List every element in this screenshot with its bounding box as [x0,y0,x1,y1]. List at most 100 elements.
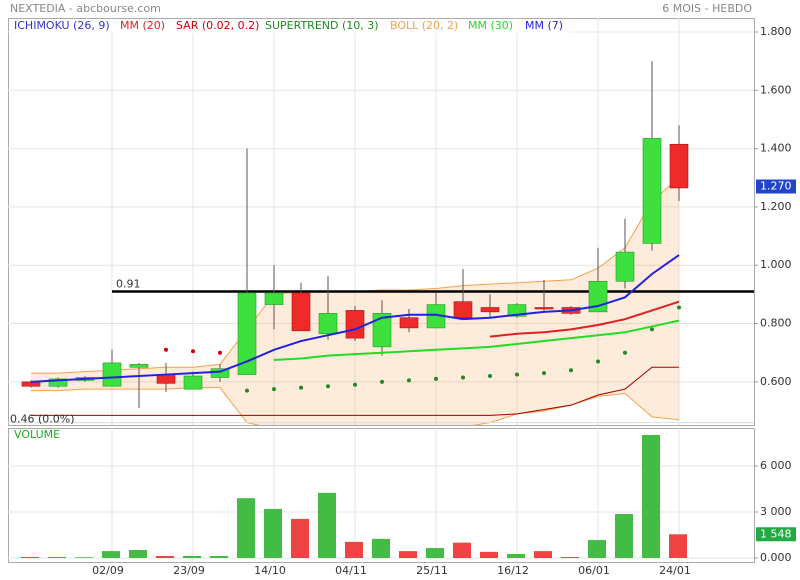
indicator-dot [488,374,492,379]
volume-title: VOLUME [14,428,60,441]
volume-bar [237,498,255,558]
indicator-dot [596,359,600,364]
y-tick-label: 0.000 [760,551,792,564]
candle-body [372,313,392,348]
volume-bar [318,492,336,558]
volume-bar [561,557,579,558]
legend-entry: ICHIMOKU (26, 9) [14,19,110,32]
indicator-dot [677,305,681,310]
legend-entry: SAR (0.02, 0.2) [176,19,259,32]
candle-body [129,364,149,368]
legend-entry: MM (30) [468,19,513,32]
indicator-dot [218,350,222,355]
y-tick-label: 1.800 [760,25,792,38]
volume-bar [75,557,93,558]
level-label: 0.91 [116,277,141,290]
x-tick-label: 06/01 [578,564,610,577]
legend-entry: SUPERTREND (10, 3) [265,19,379,32]
x-tick-label: 02/09 [92,564,124,577]
x-tick-label: 16/12 [497,564,529,577]
y-tick-label: 0.800 [760,317,792,330]
candle-body [183,375,203,390]
volume-bar [102,551,120,558]
candle-body [669,143,689,189]
volume-bar [588,540,606,558]
candle-body [615,251,635,282]
x-tick-label: 24/01 [659,564,691,577]
y-tick-label: 1.200 [760,200,792,213]
x-tick-label: 25/11 [416,564,448,577]
candle-body [399,317,419,329]
volume-bar [507,554,525,558]
candle-body [534,307,554,310]
legend-entry: BOLL (20, 2) [390,19,458,32]
volume-bar [534,551,552,558]
x-tick-label: 04/11 [335,564,367,577]
last-price-tag [756,179,796,194]
period: 6 MOIS - HEBDO [662,2,752,15]
candle-body [237,292,257,375]
indicator-dot [542,371,546,376]
volume-bar [183,556,201,558]
page-title: NEXTEDIA - abcbourse.com [10,2,161,15]
volume-bar [291,518,309,558]
indicator-dot [515,372,519,377]
y-tick-label: 0.600 [760,375,792,388]
bollinger-band [31,177,679,425]
y-tick-label: 1.000 [760,258,792,271]
price-panel [8,18,755,426]
indicator-line [31,366,679,416]
candle-body [318,313,338,335]
indicator-dot [461,375,465,380]
candle-body [453,301,473,319]
volume-bar [48,556,66,558]
volume-bar [156,556,174,558]
candle-body [507,304,527,317]
volume-bar [264,508,282,558]
last-volume-label: 1 548 [760,527,792,540]
indicator-dot [623,350,627,355]
indicator-dot [434,376,438,381]
candle-body [48,378,68,387]
last-price-label: 1.270 [760,180,792,193]
volume-bar [453,542,471,558]
volume-bar [669,534,687,558]
candle-body [480,307,500,313]
indicator-dot [299,385,303,390]
volume-bar [615,513,633,558]
volume-bar [372,538,390,558]
volume-bar [21,556,39,558]
y-tick-label: 1.400 [760,142,792,155]
candle-body [264,292,284,305]
indicator-dot [407,378,411,383]
volume-bar [480,551,498,558]
legend-box [9,19,569,33]
x-tick-label: 23/09 [173,564,205,577]
indicator-dot [272,387,276,392]
indicator-dot [164,347,168,352]
indicator-line [30,254,680,383]
y-tick-label: 1.600 [760,83,792,96]
last-volume-tag [756,527,796,542]
volume-bar [642,435,660,558]
indicator-dot [353,382,357,387]
candle-body [102,362,122,387]
volume-bar [399,551,417,558]
indicator-dot [569,368,573,373]
candle-body [642,138,662,244]
indicator-line [273,319,680,361]
volume-bar [345,541,363,558]
legend-entry: MM (20) [120,19,165,32]
volume-bar [426,548,444,558]
y-tick-label: 6 000 [760,459,792,472]
candle-body [291,292,311,332]
indicator-dot [245,388,249,393]
indicator-dot [191,349,195,354]
indicator-dot [326,384,330,389]
volume-bar [129,550,147,558]
legend-entry: MM (7) [525,19,563,32]
indicator-dot [380,379,384,384]
candle-body [345,310,365,339]
volume-panel [8,428,755,563]
